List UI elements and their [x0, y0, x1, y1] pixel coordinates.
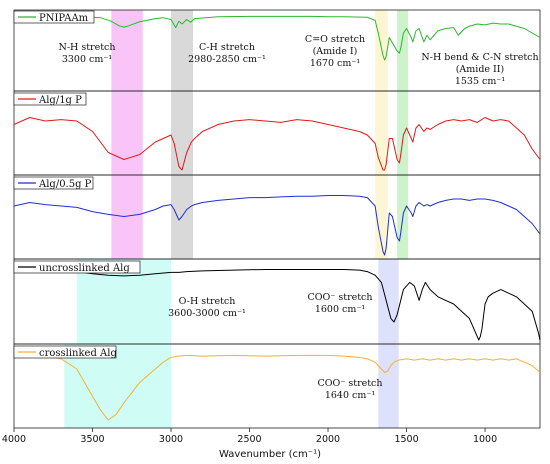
- legend-box-2: [13, 176, 94, 190]
- series-line-3: [14, 268, 541, 341]
- legend-box-0: [13, 10, 95, 24]
- annotation-5: COO⁻ stretch 1600 cm⁻¹: [308, 292, 373, 315]
- x-tick-label-5: 1500: [394, 434, 418, 445]
- panel-legends: PNIPAAm Alg/1g P Alg/0.5g P uncrosslinked A…: [13, 10, 141, 359]
- x-tick-label-2: 3000: [159, 434, 183, 445]
- legend-box-3: [13, 260, 141, 274]
- series-line-4: [14, 354, 541, 421]
- x-axis: 4000 3500 3000 2500 2000 1500 1000: [2, 428, 497, 445]
- annotation-1: C-H stretch 2980-2850 cm⁻¹: [188, 42, 266, 65]
- legend-0: PNIPAAm: [13, 10, 95, 24]
- legend-label-4: crosslinked Alg: [39, 348, 117, 359]
- legend-box-1: [13, 92, 87, 106]
- x-tick-label-6: 1000: [473, 434, 497, 445]
- annotation-4: O-H stretch 3600-3000 cm⁻¹: [168, 296, 246, 319]
- panel-frame-1: [13, 90, 541, 176]
- x-tick-label-3: 2500: [237, 434, 261, 445]
- annotation-6: COO⁻ stretch 1640 cm⁻¹: [318, 378, 383, 401]
- x-axis-label: Wavenumber (cm⁻¹): [219, 449, 321, 460]
- band-1: [171, 10, 193, 259]
- legend-1: Alg/1g P: [13, 92, 87, 106]
- band-3: [397, 10, 409, 259]
- annotation-3: N-H bend & C-N stretch (Amide II) 1535 cm⁻…: [421, 52, 538, 87]
- annotations: N-H stretch 3300 cm⁻¹ C-H stretch 2980-2850…: [59, 34, 539, 401]
- annotation-2: C=O stretch (Amide I) 1670 cm⁻¹: [305, 34, 365, 69]
- legend-label-3: uncrosslinked Alg: [39, 263, 130, 274]
- legend-label-0: PNIPAAm: [39, 13, 89, 24]
- series-line-0: [14, 15, 541, 61]
- spectra-series: [13, 15, 541, 421]
- series-line-2: [13, 195, 541, 256]
- band-2: [375, 10, 388, 259]
- series-line-1: [13, 117, 541, 171]
- band-6: [378, 259, 399, 428]
- highlight-bands: [64, 10, 409, 428]
- legend-box-4: [13, 345, 117, 359]
- legend-label-1: Alg/1g P: [38, 95, 82, 106]
- x-tick-label-4: 2000: [316, 434, 340, 445]
- x-tick-label-1: 3500: [80, 434, 104, 445]
- legend-4: crosslinked Alg: [13, 345, 117, 359]
- band-0: [111, 10, 143, 259]
- legend-label-2: Alg/0.5g P: [38, 179, 92, 190]
- panel-frames: [13, 9, 541, 429]
- x-tick-label-0: 4000: [2, 434, 26, 445]
- panel-frame-4: [13, 343, 541, 429]
- legend-3: uncrosslinked Alg: [13, 260, 141, 274]
- legend-2: Alg/0.5g P: [13, 176, 94, 190]
- annotation-0: N-H stretch 3300 cm⁻¹: [59, 42, 116, 65]
